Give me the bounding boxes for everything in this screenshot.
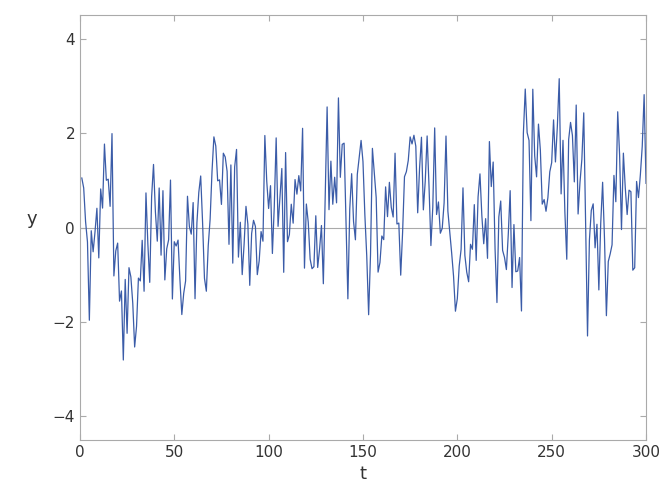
Y-axis label: y: y <box>27 210 37 228</box>
X-axis label: t: t <box>360 466 366 483</box>
